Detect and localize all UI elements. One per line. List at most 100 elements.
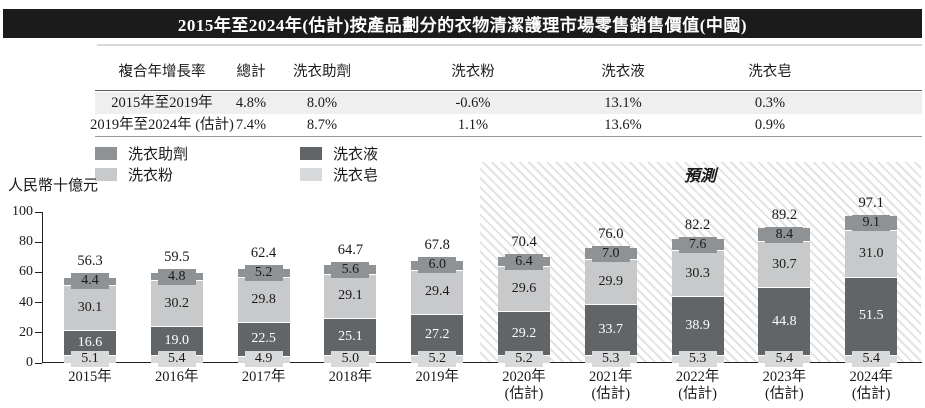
legend-item: 洗衣液 — [300, 143, 378, 164]
segment-value-chip-洗衣助劑: 4.8 — [157, 268, 196, 285]
table-row0-cell: 13.1% — [604, 95, 642, 111]
legend-item: 洗衣粉 — [95, 164, 300, 185]
table-row1-cell: 0.9% — [754, 117, 786, 133]
bar-segment-洗衣液: 16.6 — [64, 330, 116, 356]
y-axis-tick-label: 0 — [26, 355, 33, 370]
bar-total-label: 70.4 — [511, 233, 537, 250]
x-axis-label: 2017年 — [241, 369, 286, 385]
segment-value-chip-洗衣助劑: 7.6 — [678, 236, 717, 253]
bar-group: 30.3 38.9 7.6 5.3 82.2 — [671, 217, 724, 367]
bar-total-label: 82.2 — [684, 216, 711, 233]
table-row: 2019年至2024年 (估計) 7.4% 8.7% 1.1% 13.6% 0.9% — [0, 114, 925, 136]
segment-value-chip-洗衣助劑: 8.4 — [765, 226, 804, 243]
segment-value-chip-洗衣助劑: 6.0 — [418, 257, 457, 274]
legend-color-swatch — [300, 168, 322, 181]
table-row0-cell: 0.3% — [754, 95, 786, 111]
y-axis-tick-label: 60 — [19, 264, 33, 280]
bar-segment-洗衣液: 25.1 — [324, 317, 377, 356]
table-row1-cell: 2019年至2024年 (估計) — [90, 117, 234, 133]
bar-segment-洗衣粉: 31.0 — [845, 230, 898, 277]
x-axis-label: 2020年 (估計) — [502, 369, 546, 402]
segment-value-chip-洗衣皂: 5.2 — [505, 350, 543, 367]
x-axis-label: 2019年 — [415, 369, 459, 385]
y-axis-tick-label: 20 — [19, 324, 33, 340]
table-row: 2015年至2019年 4.8% 8.0% -0.6% 13.1% 0.3% — [0, 92, 925, 114]
bar-total-label: 89.2 — [771, 206, 798, 223]
bar-segment-洗衣粉: 29.1 — [324, 273, 377, 318]
y-axis-tick-label: 80 — [19, 234, 33, 250]
segment-value-chip-洗衣皂: 5.3 — [678, 350, 717, 367]
bar-total-label: 56.3 — [77, 253, 103, 270]
legend-color-swatch — [95, 168, 117, 181]
bar-total-label: 97.1 — [858, 195, 884, 212]
legend: 洗衣助劑洗衣粉 洗衣液洗衣皂 — [95, 143, 378, 185]
bar-segment-洗衣粉: 30.7 — [758, 240, 811, 288]
bar-total-label: 67.8 — [424, 237, 450, 254]
y-axis-tick — [35, 332, 42, 334]
table-header-cell: 洗衣皂 — [748, 64, 792, 80]
legend-color-swatch — [95, 147, 117, 160]
bar-segment-洗衣液: 51.5 — [845, 276, 898, 355]
bar-group: 29.6 29.2 6.4 5.2 70.4 — [498, 234, 550, 367]
bar-segment-洗衣粉: 29.6 — [498, 266, 550, 312]
table-row-shading — [95, 92, 922, 114]
x-axis-label: 2018年 — [328, 369, 373, 385]
segment-value-chip-洗衣助劑: 9.1 — [852, 215, 891, 232]
bar-segment-洗衣液: 33.7 — [584, 303, 637, 355]
x-axis-label: 2021年 (估計) — [589, 369, 633, 402]
bar-segment-洗衣液: 22.5 — [237, 321, 290, 356]
table-row1-cell: 7.4% — [235, 117, 267, 133]
bar-segment-洗衣粉: 29.4 — [411, 269, 464, 315]
table-bottom-rule — [95, 136, 922, 137]
segment-value-chip-洗衣助劑: 7.0 — [591, 245, 630, 262]
segment-value-chip-洗衣皂: 5.4 — [157, 350, 196, 367]
table-row1-cell: 13.6% — [604, 117, 642, 133]
segment-value-chip-洗衣皂: 4.9 — [244, 350, 283, 367]
y-axis-tick — [35, 211, 42, 213]
chart-title-bar: 2015年至2024年(估計)按產品劃分的衣物清潔護理市場零售銷售價值(中國) — [3, 9, 922, 38]
y-axis-tick-label: 100 — [12, 204, 33, 219]
bar-segment-洗衣液: 44.8 — [758, 287, 811, 355]
table-row1-cell: 8.7% — [306, 117, 338, 133]
bar-total-label: 59.5 — [164, 248, 190, 265]
bar-segment-洗衣粉: 30.3 — [671, 250, 724, 297]
legend-label: 洗衣粉 — [128, 168, 174, 184]
bar-segment-洗衣液: 29.2 — [498, 311, 550, 356]
bar-segment-洗衣粉: 29.9 — [584, 258, 637, 304]
table-row0-cell: 4.8% — [235, 95, 267, 111]
bar-group: 30.1 16.6 4.4 5.1 56.3 — [64, 254, 116, 367]
bar-segment-洗衣粉: 29.8 — [237, 276, 290, 322]
segment-value-chip-洗衣皂: 5.4 — [852, 350, 891, 367]
legend-label: 洗衣皂 — [333, 168, 379, 184]
bar-group: 29.9 33.7 7.0 5.3 76.0 — [584, 226, 637, 367]
bar-segment-洗衣液: 19.0 — [150, 325, 203, 355]
table-header-cell: 洗衣粉 — [451, 64, 495, 80]
table-header-row: 複合年增長率 總計 洗衣助劑 洗衣粉 洗衣液 洗衣皂 — [0, 56, 925, 88]
y-axis-tick — [35, 302, 42, 304]
bar-total-label: 76.0 — [598, 225, 624, 242]
legend-item: 洗衣皂 — [300, 164, 378, 185]
y-axis-tick — [35, 271, 42, 273]
segment-value-chip-洗衣助劑: 6.4 — [505, 253, 543, 270]
table-header-cell: 總計 — [236, 64, 266, 80]
bar-segment-洗衣粉: 30.1 — [64, 284, 116, 331]
bar-group: 29.4 27.2 6.0 5.2 67.8 — [411, 238, 464, 367]
bar-group: 30.7 44.8 8.4 5.4 89.2 — [758, 207, 811, 367]
segment-value-chip-洗衣皂: 5.0 — [331, 350, 370, 367]
legend-label: 洗衣液 — [333, 147, 379, 163]
table-row0-cell: 8.0% — [306, 95, 338, 111]
legend-label: 洗衣助劑 — [128, 147, 189, 163]
table-row1-cell: 1.1% — [457, 117, 489, 133]
table-header-cell: 複合年增長率 — [118, 64, 206, 80]
bar-group: 29.1 25.1 5.6 5.0 64.7 — [324, 242, 377, 367]
table-header-rule — [95, 90, 922, 91]
segment-value-chip-洗衣助劑: 4.4 — [71, 273, 109, 290]
segment-value-chip-洗衣皂: 5.2 — [418, 350, 457, 367]
bar-total-label: 62.4 — [250, 244, 277, 261]
y-axis-tick — [35, 241, 42, 243]
bar-total-label: 64.7 — [337, 241, 364, 258]
x-axis-label: 2015年 — [68, 369, 112, 385]
bar-group: 31.0 51.5 9.1 5.4 97.1 — [845, 196, 898, 367]
